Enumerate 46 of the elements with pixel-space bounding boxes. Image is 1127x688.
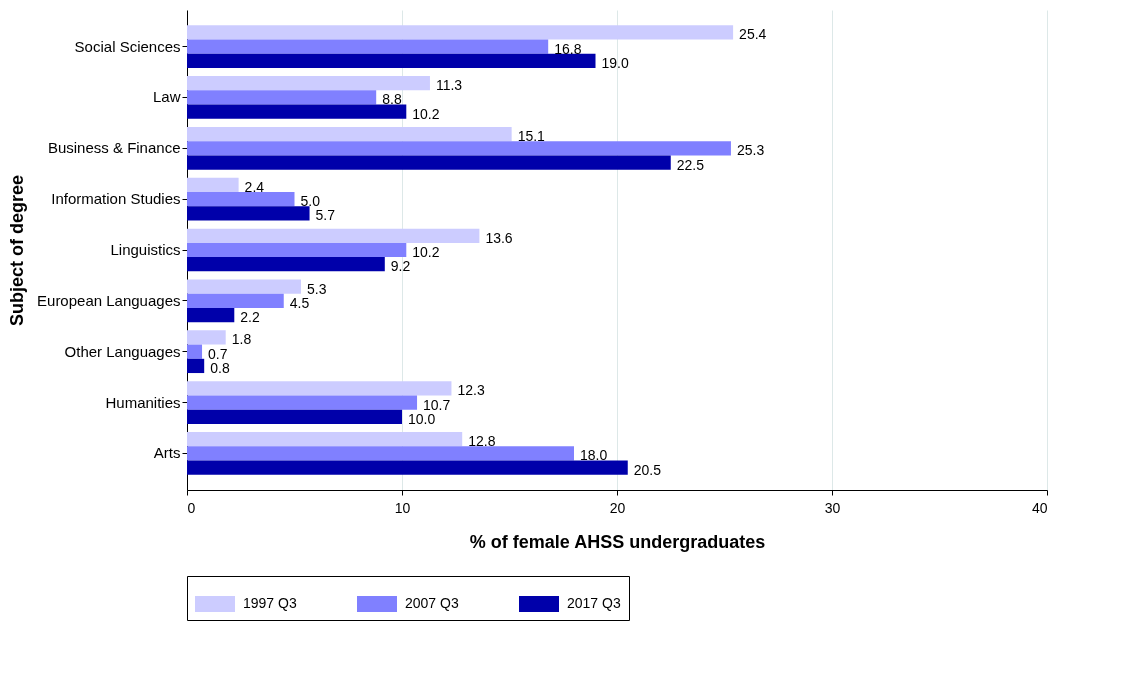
data-label: 13.6 <box>485 229 513 246</box>
y-tick-label: Social Sciences <box>74 37 181 55</box>
y-tick-label: Humanities <box>105 393 181 411</box>
data-label: 15.1 <box>517 128 546 145</box>
data-label: 11.3 <box>435 77 463 94</box>
x-tick-label: 20 <box>609 499 626 516</box>
data-label: 12.8 <box>468 433 496 450</box>
x-axis-title: % of female AHSS undergraduates <box>469 531 766 552</box>
legend-label: 2017 Q3 <box>567 595 621 611</box>
x-tick-label: 30 <box>824 499 841 516</box>
y-tick-label: European Languages <box>37 291 181 309</box>
data-label: 2.2 <box>240 309 260 326</box>
y-tick-label: Information Studies <box>51 190 181 208</box>
data-label: 25.4 <box>739 26 767 43</box>
y-tick-label: Linguistics <box>110 241 181 258</box>
data-label: 5.0 <box>300 193 321 210</box>
data-label: 9.2 <box>390 258 411 275</box>
data-label: 0.7 <box>208 345 228 362</box>
data-label: 0.8 <box>210 359 230 376</box>
y-tick-label: Business & Finance <box>47 139 181 157</box>
data-label: 10.2 <box>412 244 440 260</box>
x-tick-label: 0 <box>187 499 196 516</box>
legend-label: 2007 Q3 <box>405 595 459 611</box>
data-label: 2.4 <box>244 178 265 195</box>
data-label: 4.5 <box>289 294 310 311</box>
data-label: 5.7 <box>315 207 336 224</box>
data-label: 25.3 <box>736 142 765 159</box>
data-label: 18.0 <box>580 447 608 464</box>
data-label: 20.5 <box>633 461 662 478</box>
data-label: 8.8 <box>382 91 402 108</box>
data-label: 16.8 <box>554 40 582 57</box>
legend-label: 1997 Q3 <box>243 595 297 611</box>
data-label: 1.8 <box>231 331 252 348</box>
x-tick-label: 40 <box>1031 499 1048 516</box>
data-label: 22.5 <box>676 156 705 173</box>
x-tick-label: 10 <box>394 499 411 516</box>
y-tick-label: Law <box>152 88 181 106</box>
data-label: 19.0 <box>601 54 629 71</box>
y-tick-label: Arts <box>153 444 181 462</box>
y-tick-label: Other Languages <box>64 342 181 360</box>
data-label: 12.3 <box>457 382 485 399</box>
data-label: 10.0 <box>408 410 436 427</box>
y-axis-title: Subject of degree <box>7 174 28 327</box>
data-label: 10.7 <box>423 396 451 413</box>
data-label: 5.3 <box>306 280 327 297</box>
data-label: 10.2 <box>412 105 440 122</box>
